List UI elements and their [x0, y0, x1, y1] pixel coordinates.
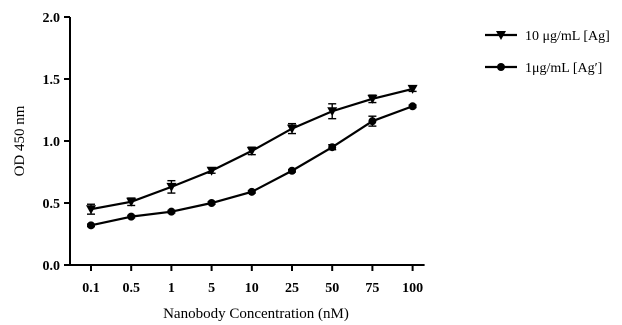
data-point	[87, 221, 95, 230]
data-point	[206, 166, 217, 176]
data-point	[86, 205, 96, 215]
x-tick-label: 5	[208, 281, 215, 296]
x-tick-label: 75	[365, 281, 379, 296]
data-point	[207, 199, 216, 207]
legend: 10 μg/mL [Ag] 1μg/mL [Ag′]	[485, 29, 610, 76]
x-tick-label: 50	[325, 281, 339, 296]
legend-label: 1μg/mL [Ag′]	[525, 61, 602, 76]
data-point	[246, 146, 257, 156]
data-point	[327, 107, 338, 117]
data-point	[127, 212, 136, 221]
data-point	[367, 94, 378, 104]
x-tick-label: 0.5	[122, 281, 140, 296]
y-tick-label: 0.5	[43, 197, 61, 212]
x-tick-label: 0.1	[82, 281, 100, 296]
data-point	[247, 187, 256, 196]
y-tick-label: 0.0	[43, 259, 61, 274]
y-tick-label: 2.0	[43, 11, 61, 26]
data-point	[407, 84, 418, 94]
data-point	[126, 197, 137, 207]
data-point	[408, 102, 417, 111]
x-tick-label: 10	[245, 281, 259, 296]
legend-item-2: 1μg/mL [Ag′]	[485, 61, 602, 76]
data-point	[328, 143, 337, 152]
data-point	[287, 124, 297, 134]
x-axis: 0.1 0.5 1 5 10 25 50 75 100	[69, 264, 425, 296]
x-tick-label: 25	[285, 281, 299, 296]
data-point	[167, 207, 176, 216]
series-1	[86, 84, 418, 215]
series-line	[90, 105, 413, 227]
legend-label: 10 μg/mL [Ag]	[525, 29, 610, 44]
y-tick-label: 1.5	[43, 73, 61, 88]
series-2	[87, 102, 417, 230]
x-tick-label: 1	[168, 281, 175, 296]
x-axis-title: Nanobody Concentration (nM)	[163, 306, 349, 322]
data-point	[166, 182, 177, 192]
legend-item-1: 10 μg/mL [Ag]	[485, 29, 610, 44]
legend-marker	[496, 31, 506, 40]
y-tick-label: 1.0	[43, 135, 61, 150]
legend-marker	[497, 63, 505, 71]
y-axis-title: OD 450 nm	[12, 105, 28, 176]
data-point	[368, 117, 377, 126]
series-layer	[86, 84, 418, 230]
x-tick-label: 100	[402, 281, 423, 296]
data-point	[288, 166, 296, 175]
y-axis: 0.0 0.5 1.0 1.5 2.0	[43, 11, 71, 274]
